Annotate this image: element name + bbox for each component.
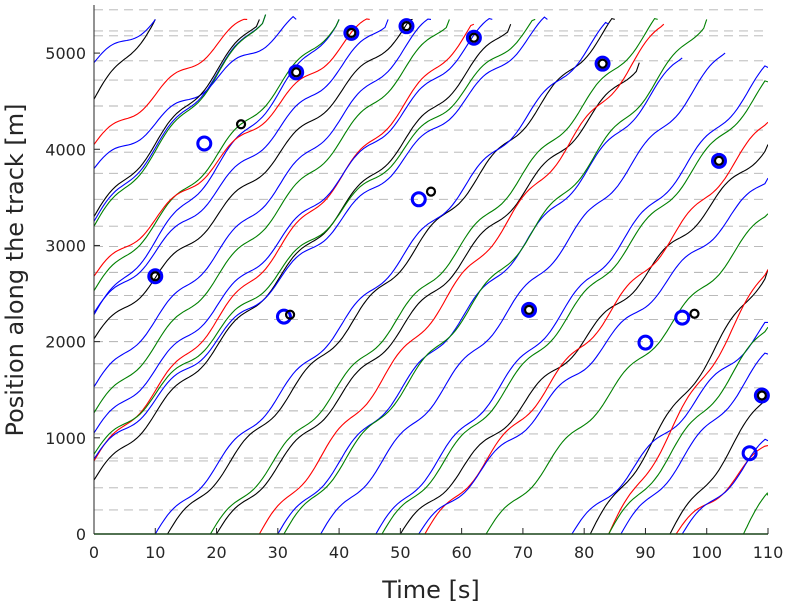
event-marker-blue bbox=[521, 301, 538, 318]
x-tick-label: 20 bbox=[206, 543, 226, 562]
vehicle-trajectory bbox=[94, 19, 260, 217]
y-tick-label: 3000 bbox=[45, 236, 86, 255]
vehicle-trajectory bbox=[216, 62, 640, 534]
event-marker-black bbox=[597, 58, 608, 69]
vehicle-trajectory bbox=[381, 80, 768, 534]
vehicle-trajectory bbox=[418, 177, 768, 534]
vehicle-trajectory bbox=[94, 18, 493, 434]
vehicle-trajectory bbox=[94, 18, 370, 277]
vehicle-trajectory bbox=[94, 23, 475, 462]
event-marker-black bbox=[150, 271, 161, 282]
plot-area: 0 10 20 30 40 50 60 70 80 90 100 110 0 1000 2000 3000 40… bbox=[45, 5, 783, 562]
event-marker-blue bbox=[741, 445, 758, 462]
vehicle-trajectory bbox=[94, 19, 340, 291]
vehicle-trajectory bbox=[94, 18, 248, 145]
vehicle-trajectory bbox=[94, 18, 413, 340]
event-marker-black bbox=[291, 67, 302, 78]
vehicle-trajectory bbox=[258, 23, 665, 534]
x-axis-title: Time [s] bbox=[381, 576, 480, 604]
y-tick-label: 2000 bbox=[45, 333, 86, 352]
event-marker-black bbox=[713, 155, 725, 166]
x-tick-label: 90 bbox=[635, 543, 655, 562]
vehicle-trajectory bbox=[94, 19, 340, 315]
y-tick-label: 4000 bbox=[45, 140, 86, 159]
x-tick-label: 70 bbox=[513, 543, 533, 562]
x-tick-label: 30 bbox=[268, 543, 288, 562]
x-tick-label: 10 bbox=[145, 543, 165, 562]
event-marker-black bbox=[425, 186, 437, 197]
vehicle-trajectory bbox=[375, 65, 768, 534]
event-marker-blue bbox=[343, 24, 360, 41]
vehicle-trajectory bbox=[608, 269, 768, 534]
vehicle-trajectory bbox=[743, 492, 768, 534]
vehicle-trajectory bbox=[94, 19, 450, 414]
vehicle-trajectory bbox=[94, 18, 432, 388]
vehicle-trajectory bbox=[571, 321, 768, 534]
vehicle-trajectory bbox=[154, 21, 609, 534]
event-marker-black bbox=[346, 27, 357, 38]
vehicle-trajectory bbox=[94, 19, 156, 100]
event-marker-blue bbox=[288, 64, 305, 81]
x-tick-label: 110 bbox=[753, 543, 784, 562]
x-tick-label: 50 bbox=[390, 543, 410, 562]
vehicle-trajectory bbox=[94, 19, 156, 64]
event-marker-blue bbox=[410, 191, 427, 208]
vehicle-trajectory bbox=[283, 19, 708, 534]
event-marker-black bbox=[523, 304, 535, 315]
event-marker-blue bbox=[710, 152, 727, 169]
x-tick-label: 100 bbox=[691, 543, 722, 562]
vehicle-trajectory bbox=[669, 395, 768, 534]
vehicle-trajectory bbox=[167, 17, 615, 534]
y-tick-label: 5000 bbox=[45, 44, 86, 63]
event-marker-blue bbox=[275, 308, 292, 325]
event-marker-black bbox=[689, 308, 700, 319]
trajectory-group bbox=[94, 14, 768, 534]
vehicle-trajectory bbox=[94, 15, 297, 169]
event-marker-blue bbox=[594, 55, 611, 72]
event-marker-blue bbox=[674, 309, 691, 326]
x-tick-label: 40 bbox=[329, 543, 349, 562]
event-marker-blue bbox=[398, 18, 415, 35]
event-marker-blue bbox=[465, 29, 482, 46]
x-tick-label: 0 bbox=[89, 543, 99, 562]
event-marker-black bbox=[401, 21, 412, 32]
event-marker-black bbox=[756, 390, 767, 401]
event-marker-blue bbox=[196, 135, 213, 152]
vehicle-trajectory bbox=[589, 269, 768, 534]
y-tick-label: 0 bbox=[76, 525, 86, 544]
vehicle-trajectory bbox=[209, 17, 658, 534]
event-marker-black bbox=[235, 119, 247, 130]
y-axis-title: Position along the track [m] bbox=[1, 103, 29, 436]
event-marker-blue bbox=[753, 387, 770, 404]
y-tick-label: 1000 bbox=[45, 429, 86, 448]
vehicle-trajectory bbox=[94, 23, 512, 481]
vehicle-trajectory bbox=[94, 16, 548, 460]
vehicle-trajectory bbox=[94, 18, 536, 455]
x-tick-label: 60 bbox=[451, 543, 471, 562]
event-marker-black bbox=[284, 309, 296, 320]
vehicle-trajectory bbox=[681, 438, 768, 534]
event-marker-black bbox=[468, 32, 479, 43]
vehicle-trajectory bbox=[94, 14, 267, 227]
x-tick-label: 80 bbox=[574, 543, 594, 562]
vehicle-trajectory bbox=[94, 19, 389, 314]
vehicle-trajectory bbox=[485, 213, 768, 534]
vehicle-trajectory bbox=[320, 52, 726, 534]
event-marker-blue bbox=[637, 334, 654, 351]
event-marker-blue bbox=[147, 268, 164, 285]
vehicle-trajectory bbox=[620, 352, 768, 534]
vehicle-trajectory bbox=[399, 144, 768, 534]
vehicle-trajectory bbox=[608, 326, 768, 534]
